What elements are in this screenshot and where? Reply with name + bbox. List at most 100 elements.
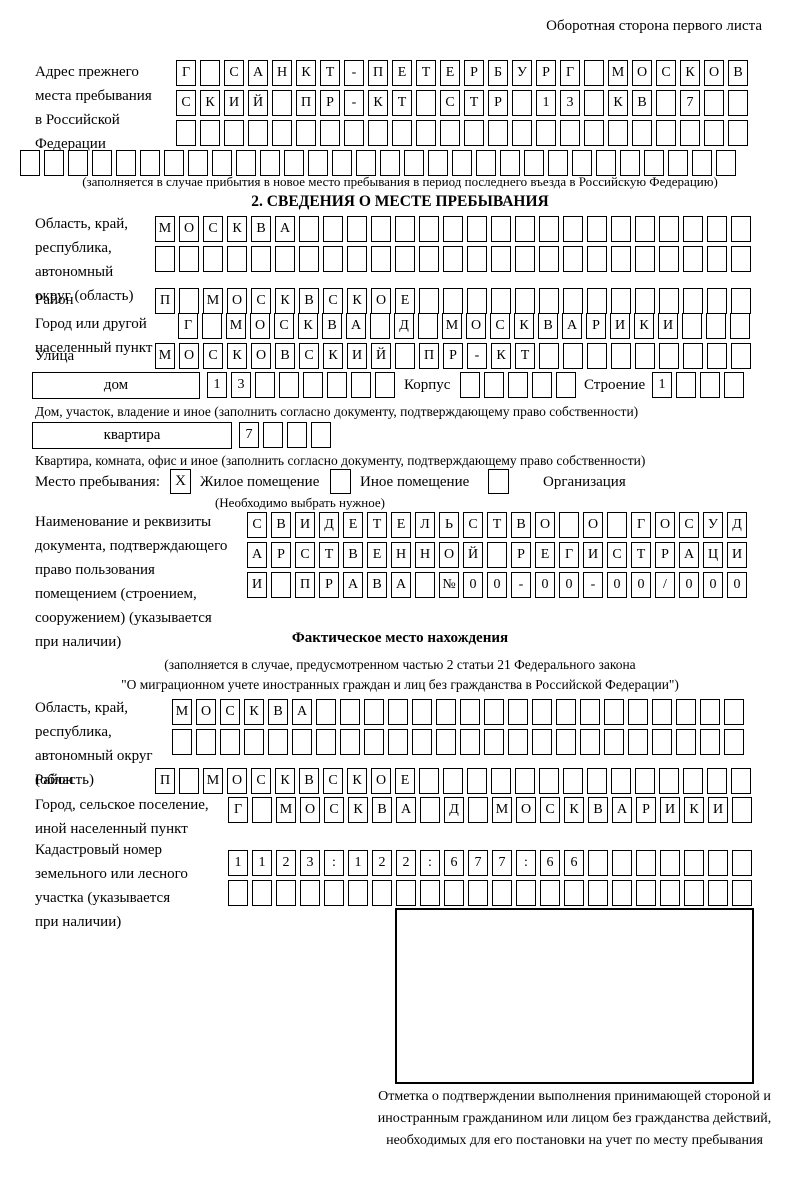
- char-cell[interactable]: П: [419, 343, 439, 369]
- char-cell[interactable]: И: [727, 542, 747, 568]
- char-cell[interactable]: Г: [559, 542, 579, 568]
- char-cell[interactable]: М: [203, 768, 223, 794]
- char-cell[interactable]: [416, 120, 436, 146]
- char-cell[interactable]: [224, 120, 244, 146]
- char-cell[interactable]: [682, 313, 702, 339]
- char-cell[interactable]: /: [655, 572, 675, 598]
- char-cell[interactable]: [632, 120, 652, 146]
- char-cell[interactable]: 3: [300, 850, 320, 876]
- char-cell[interactable]: К: [491, 343, 511, 369]
- char-cell[interactable]: [660, 880, 680, 906]
- char-cell[interactable]: К: [347, 288, 367, 314]
- char-cell[interactable]: М: [172, 699, 192, 725]
- char-cell[interactable]: [344, 120, 364, 146]
- char-cell[interactable]: Р: [464, 60, 484, 86]
- char-cell[interactable]: [296, 120, 316, 146]
- char-cell[interactable]: [412, 699, 432, 725]
- char-cell[interactable]: К: [348, 797, 368, 823]
- char-cell[interactable]: 7: [680, 90, 700, 116]
- char-cell[interactable]: Т: [416, 60, 436, 86]
- char-cell[interactable]: [716, 150, 736, 176]
- char-cell[interactable]: [388, 729, 408, 755]
- char-cell[interactable]: [635, 288, 655, 314]
- char-cell[interactable]: [155, 246, 175, 272]
- char-cell[interactable]: С: [607, 542, 627, 568]
- char-cell[interactable]: [607, 512, 627, 538]
- char-cell[interactable]: А: [275, 216, 295, 242]
- char-cell[interactable]: 6: [564, 850, 584, 876]
- char-cell[interactable]: [540, 880, 560, 906]
- char-cell[interactable]: [228, 880, 248, 906]
- char-cell[interactable]: [660, 850, 680, 876]
- char-cell[interactable]: 0: [679, 572, 699, 598]
- char-cell[interactable]: [659, 343, 679, 369]
- char-cell[interactable]: А: [292, 699, 312, 725]
- char-cell[interactable]: П: [296, 90, 316, 116]
- char-cell[interactable]: [652, 729, 672, 755]
- korpus-cells[interactable]: [460, 372, 580, 398]
- char-cell[interactable]: Б: [488, 60, 508, 86]
- char-cell[interactable]: М: [203, 288, 223, 314]
- char-cell[interactable]: С: [274, 313, 294, 339]
- char-cell[interactable]: :: [324, 850, 344, 876]
- char-cell[interactable]: К: [684, 797, 704, 823]
- char-cell[interactable]: [560, 120, 580, 146]
- document-row-3[interactable]: И П Р А В А № 0 0-0 0-0 0/0 0 0: [247, 572, 751, 598]
- char-cell[interactable]: К: [244, 699, 264, 725]
- char-cell[interactable]: [371, 246, 391, 272]
- char-cell[interactable]: [620, 150, 640, 176]
- char-cell[interactable]: О: [516, 797, 536, 823]
- char-cell[interactable]: [419, 216, 439, 242]
- char-cell[interactable]: В: [275, 343, 295, 369]
- char-cell[interactable]: [563, 246, 583, 272]
- char-cell[interactable]: 0: [559, 572, 579, 598]
- char-cell[interactable]: [272, 90, 292, 116]
- char-cell[interactable]: [707, 768, 727, 794]
- char-cell[interactable]: В: [343, 542, 363, 568]
- char-cell[interactable]: 0: [703, 572, 723, 598]
- char-cell[interactable]: [443, 768, 463, 794]
- char-cell[interactable]: П: [155, 768, 175, 794]
- char-cell[interactable]: 7: [239, 422, 259, 448]
- char-cell[interactable]: [396, 880, 416, 906]
- char-cell[interactable]: [683, 768, 703, 794]
- char-cell[interactable]: [227, 246, 247, 272]
- char-cell[interactable]: К: [634, 313, 654, 339]
- char-cell[interactable]: [652, 699, 672, 725]
- char-cell[interactable]: [515, 216, 535, 242]
- char-cell[interactable]: [731, 288, 751, 314]
- char-cell[interactable]: [684, 850, 704, 876]
- char-cell[interactable]: [539, 343, 559, 369]
- char-cell[interactable]: М: [155, 216, 175, 242]
- char-cell[interactable]: :: [516, 850, 536, 876]
- char-cell[interactable]: И: [658, 313, 678, 339]
- char-cell[interactable]: [364, 699, 384, 725]
- char-cell[interactable]: [532, 372, 552, 398]
- char-cell[interactable]: [20, 150, 40, 176]
- char-cell[interactable]: А: [346, 313, 366, 339]
- char-cell[interactable]: [536, 120, 556, 146]
- char-cell[interactable]: С: [323, 288, 343, 314]
- char-cell[interactable]: [515, 246, 535, 272]
- char-cell[interactable]: [635, 343, 655, 369]
- char-cell[interactable]: [412, 729, 432, 755]
- house-type-box[interactable]: дом: [32, 372, 200, 399]
- char-cell[interactable]: [683, 288, 703, 314]
- char-cell[interactable]: [611, 216, 631, 242]
- char-cell[interactable]: О: [251, 343, 271, 369]
- char-cell[interactable]: [467, 216, 487, 242]
- char-cell[interactable]: С: [440, 90, 460, 116]
- char-cell[interactable]: [92, 150, 112, 176]
- char-cell[interactable]: [564, 880, 584, 906]
- char-cell[interactable]: [348, 880, 368, 906]
- char-cell[interactable]: О: [439, 542, 459, 568]
- char-cell[interactable]: [248, 120, 268, 146]
- char-cell[interactable]: [140, 150, 160, 176]
- char-cell[interactable]: [539, 246, 559, 272]
- char-cell[interactable]: [700, 699, 720, 725]
- char-cell[interactable]: Д: [394, 313, 414, 339]
